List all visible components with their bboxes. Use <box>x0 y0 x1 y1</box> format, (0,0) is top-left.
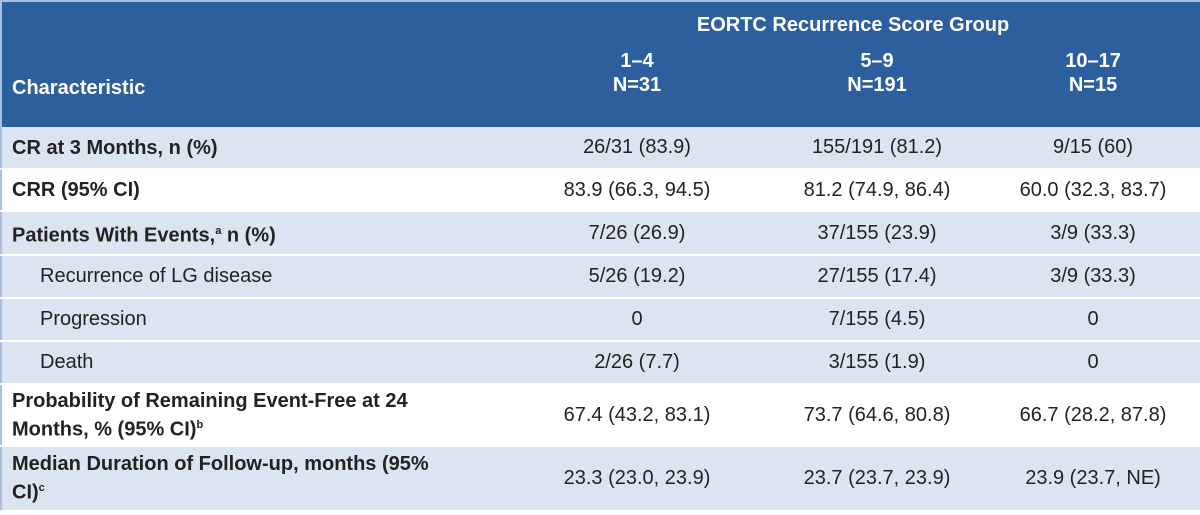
table-subrow: Recurrence of LG disease 5/26 (19.2) 27/15… <box>1 255 1200 299</box>
row-label: Median Duration of Follow-up, months (95… <box>1 446 506 512</box>
label-text: Probability of Remaining Event-Free at 2… <box>12 389 450 442</box>
footnote-mark: c <box>38 482 45 495</box>
cell: 9/15 (60) <box>986 127 1200 170</box>
label-text: CRR (95% CI) <box>12 178 140 202</box>
column-n: N=31 <box>612 74 662 96</box>
cell: 0 <box>506 298 768 342</box>
cell: 155/191 (81.2) <box>768 127 986 170</box>
cell: 66.7 (28.2, 87.8) <box>986 384 1200 447</box>
column-header: 10–17 N=15 <box>986 49 1200 127</box>
cell: 7/26 (26.9) <box>506 211 768 256</box>
cell: 3/9 (33.3) <box>986 211 1200 256</box>
label-text: CR at 3 Months, n (%) <box>12 136 218 160</box>
column-n: N=191 <box>847 74 907 96</box>
cell: 7/155 (4.5) <box>768 298 986 342</box>
cell: 73.7 (64.6, 80.8) <box>768 384 986 447</box>
column-header: 5–9 N=191 <box>768 49 986 127</box>
header-row: EORTC Recurrence Score Group <box>1 1 1200 49</box>
table-row: Median Duration of Follow-up, months (95… <box>1 446 1200 512</box>
cell: 26/31 (83.9) <box>506 127 768 170</box>
table-row: CRR (95% CI) 83.9 (66.3, 94.5) 81.2 (74.9,… <box>1 169 1200 212</box>
header-blank <box>1 1 506 49</box>
cell: 0 <box>986 298 1200 342</box>
cell: 67.4 (43.2, 83.1) <box>506 384 768 447</box>
group-title: EORTC Recurrence Score Group <box>506 1 1200 49</box>
header-row: Characteristic 1–4 N=31 5–9 N=191 10–17 N=15 <box>1 49 1200 127</box>
cell: 60.0 (32.3, 83.7) <box>986 169 1200 212</box>
characteristic-header: Characteristic <box>1 49 506 127</box>
label-part: Patients With Events, <box>12 224 216 247</box>
table-subrow: Progression 0 7/155 (4.5) 0 <box>1 298 1200 342</box>
cell: 27/155 (17.4) <box>768 255 986 299</box>
label-text: Patients With Events,a n (%) <box>12 219 276 248</box>
column-range: 5–9 <box>860 50 894 72</box>
table-subrow: Death 2/26 (7.7) 3/155 (1.9) 0 <box>1 341 1200 385</box>
row-label: Progression <box>1 298 506 342</box>
label-text: Median Duration of Follow-up, months (95… <box>12 452 450 505</box>
cell: 81.2 (74.9, 86.4) <box>768 169 986 212</box>
row-label: Probability of Remaining Event-Free at 2… <box>1 384 506 447</box>
label-part: CRR (95% CI) <box>12 179 140 201</box>
table-row: Patients With Events,a n (%) 7/26 (26.9) 3… <box>1 211 1200 256</box>
cell: 37/155 (23.9) <box>768 211 986 256</box>
cell: 2/26 (7.7) <box>506 341 768 385</box>
row-label: CR at 3 Months, n (%) <box>1 127 506 170</box>
column-n: N=15 <box>1068 74 1118 96</box>
column-range: 10–17 <box>1065 50 1121 72</box>
cell: 23.9 (23.7, NE) <box>986 446 1200 512</box>
table-header: EORTC Recurrence Score Group Characteris… <box>1 1 1200 127</box>
table-row: Probability of Remaining Event-Free at 2… <box>1 384 1200 447</box>
cell: 23.7 (23.7, 23.9) <box>768 446 986 512</box>
row-label: Recurrence of LG disease <box>1 255 506 299</box>
cell: 3/155 (1.9) <box>768 341 986 385</box>
row-label: Patients With Events,a n (%) <box>1 211 506 256</box>
cell: 23.3 (23.0, 23.9) <box>506 446 768 512</box>
label-part: Median Duration of Follow-up, months (95… <box>12 453 429 504</box>
row-label: Death <box>1 341 506 385</box>
footnote-mark: a <box>215 224 222 237</box>
table-body: CR at 3 Months, n (%) 26/31 (83.9) 155/191… <box>1 127 1200 512</box>
row-label: CRR (95% CI) <box>1 169 506 212</box>
cell: 5/26 (19.2) <box>506 255 768 299</box>
footnote-mark: b <box>196 418 204 431</box>
table-row: CR at 3 Months, n (%) 26/31 (83.9) 155/191… <box>1 127 1200 170</box>
cell: 3/9 (33.3) <box>986 255 1200 299</box>
column-header: 1–4 N=31 <box>506 49 768 127</box>
cell: 0 <box>986 341 1200 385</box>
label-part: n (%) <box>221 224 276 247</box>
column-range: 1–4 <box>620 50 654 72</box>
label-part: CR at 3 Months, n (%) <box>12 136 218 159</box>
cell: 83.9 (66.3, 94.5) <box>506 169 768 212</box>
label-part: Probability of Remaining Event-Free at 2… <box>12 389 408 441</box>
